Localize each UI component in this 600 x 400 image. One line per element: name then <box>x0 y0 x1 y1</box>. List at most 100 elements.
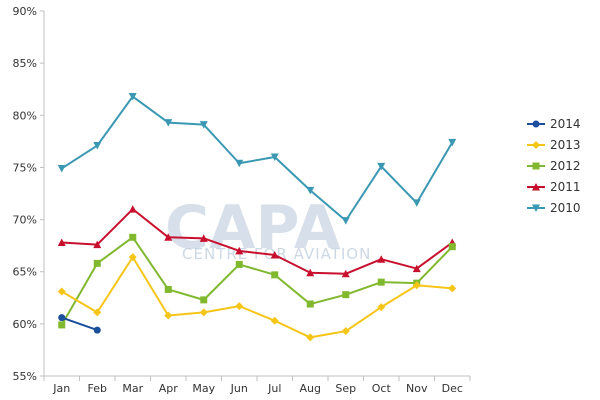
x-tick-label: Jan <box>52 382 70 395</box>
data-point-2011 <box>164 233 173 241</box>
data-point-2012 <box>377 278 385 286</box>
data-point-2013 <box>377 303 386 312</box>
data-point-2012 <box>58 321 66 329</box>
data-point-2012 <box>271 271 279 279</box>
legend-label: 2013 <box>550 138 581 152</box>
data-point-2013 <box>306 333 315 342</box>
y-tick-label: 85% <box>13 57 37 70</box>
x-tick-label: Dec <box>442 382 463 395</box>
data-point-2010 <box>57 164 66 173</box>
series-2013 <box>57 253 457 342</box>
watermark-tagline: CENTRE FOR AVIATION <box>182 245 371 263</box>
y-tick-label: 60% <box>13 318 37 331</box>
data-point-2013 <box>128 253 137 262</box>
data-point-2013 <box>270 316 279 325</box>
data-point-2010 <box>306 186 315 195</box>
data-point-2010 <box>377 162 386 171</box>
legend-label: 2010 <box>550 201 581 215</box>
data-point-2010 <box>270 153 279 161</box>
legend-marker <box>532 204 540 212</box>
data-point-2011 <box>199 234 208 242</box>
data-point-2013 <box>199 308 208 317</box>
data-point-2011 <box>306 268 315 277</box>
legend-item-2011[interactable]: 2011 <box>527 180 581 194</box>
legend-marker <box>532 120 540 128</box>
legend: 2014 2013 2012 2011 2010 <box>527 117 581 215</box>
x-tick-label: Nov <box>406 382 428 395</box>
data-point-2010 <box>235 159 244 168</box>
data-point-2012 <box>448 243 456 251</box>
x-tick-label: Aug <box>300 382 321 395</box>
data-point-2012 <box>93 259 101 267</box>
series-line-2014 <box>61 316 98 332</box>
data-point-2013 <box>448 284 457 293</box>
y-tick-label: 65% <box>13 266 37 279</box>
series-line-2010 <box>61 95 454 222</box>
x-tick-label: Oct <box>372 382 392 395</box>
data-point-2013 <box>235 302 244 311</box>
data-point-2014 <box>58 314 66 322</box>
series-line-2012 <box>60 236 453 326</box>
data-point-2013 <box>341 327 350 336</box>
data-point-2011 <box>270 251 279 259</box>
y-tick-label: 80% <box>13 109 37 122</box>
data-point-2011 <box>341 269 350 278</box>
legend-marker <box>532 141 540 149</box>
data-point-2011 <box>412 264 421 273</box>
x-tick-label: Mar <box>122 382 143 395</box>
data-point-2011 <box>377 255 386 263</box>
data-point-2012 <box>200 296 208 304</box>
y-tick-label: 55% <box>13 370 37 383</box>
series-2014 <box>58 314 101 334</box>
data-point-2010 <box>93 142 102 150</box>
legend-item-2013[interactable]: 2013 <box>527 138 581 152</box>
data-point-2012 <box>306 300 314 308</box>
data-point-2013 <box>93 308 102 317</box>
data-point-2010 <box>128 93 137 101</box>
series-layer <box>57 93 457 342</box>
y-tick-label: 75% <box>13 161 37 174</box>
data-point-2012 <box>342 291 350 299</box>
data-point-2010 <box>164 119 173 127</box>
x-tick-label: Apr <box>159 382 179 395</box>
legend-marker <box>532 162 540 170</box>
watermark-logo: CAPA <box>165 193 341 263</box>
x-tick-label: Feb <box>88 382 107 395</box>
legend-item-2012[interactable]: 2012 <box>527 159 581 173</box>
capa-watermark: CAPA CENTRE FOR AVIATION <box>165 193 371 263</box>
legend-item-2010[interactable]: 2010 <box>527 201 581 215</box>
data-point-2011 <box>57 238 66 247</box>
data-point-2010 <box>341 217 350 225</box>
data-point-2013 <box>57 287 66 296</box>
y-tick-label: 90% <box>13 5 37 18</box>
data-point-2012 <box>129 233 137 241</box>
x-tick-label: May <box>192 382 215 395</box>
data-point-2010 <box>448 138 457 147</box>
data-point-2010 <box>412 199 421 207</box>
data-point-2013 <box>164 311 173 320</box>
legend-label: 2011 <box>550 180 581 194</box>
series-line-2013 <box>61 256 453 339</box>
data-point-2012 <box>235 260 243 268</box>
x-tick-label: Jul <box>267 382 281 395</box>
data-point-2013 <box>412 281 421 290</box>
data-point-2011 <box>128 205 137 213</box>
series-line-2011 <box>61 208 453 275</box>
x-tick-label: Jun <box>230 382 248 395</box>
data-point-2014 <box>93 326 101 334</box>
y-tick-label: 70% <box>13 214 37 227</box>
x-tick-label: Sep <box>335 382 356 395</box>
axes: 55% 60% 65% 70% 75% 80% 85% 90% Jan Feb Mar Apr May J… <box>13 5 471 395</box>
legend-label: 2012 <box>550 159 581 173</box>
legend-label: 2014 <box>550 117 581 131</box>
data-point-2011 <box>235 246 244 255</box>
series-2010 <box>57 93 457 225</box>
data-point-2012 <box>164 285 172 293</box>
data-point-2010 <box>199 121 208 129</box>
data-point-2011 <box>93 240 102 249</box>
legend-item-2014[interactable]: 2014 <box>527 117 581 131</box>
series-2011 <box>57 205 457 278</box>
legend-marker <box>532 183 540 191</box>
